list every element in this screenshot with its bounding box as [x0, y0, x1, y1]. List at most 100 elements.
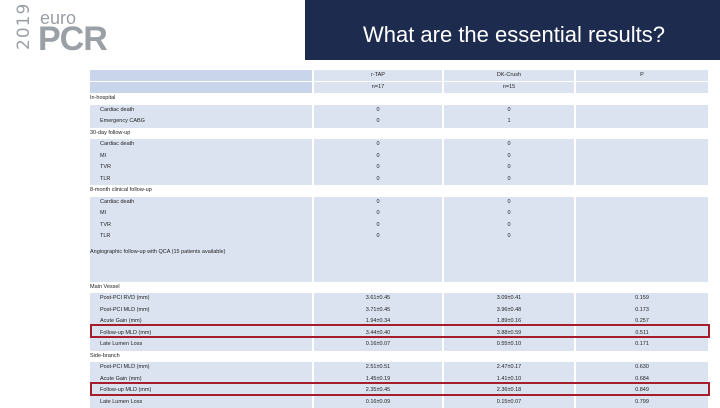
value-dkcrush [444, 93, 574, 105]
row-label-text: TVR [100, 164, 111, 170]
table-row: Emergency CABG 0 1 [90, 116, 708, 128]
table-row: Late Lumen Loss 0.16±0.09 0.15±0.07 0.799 [90, 396, 708, 408]
row-label-text: Main Vessel [90, 283, 120, 290]
row-label-text: TLR [100, 175, 111, 182]
row-label-text: MI [100, 210, 107, 216]
value-p [576, 185, 708, 197]
value-p [576, 116, 708, 128]
row-label-text: In-hospital [90, 95, 116, 101]
value-p [576, 173, 708, 185]
value-rtap: 2.51±0.51 [314, 362, 442, 374]
row-label: Cardiac death [90, 139, 312, 151]
row-label: 30-day follow-up [90, 128, 312, 140]
row-label-text: Cardiac death [100, 141, 135, 147]
row-label-text: Side-branch [90, 352, 120, 359]
row-label: TLR [90, 231, 312, 243]
value-p [576, 208, 708, 220]
table-row: Late Lumen Loss 0.16±0.07 0.55±0.10 0.171 [90, 339, 708, 351]
value-rtap: 0 [314, 219, 442, 231]
value-rtap: 3.71±0.45 [314, 304, 442, 317]
row-label: 8-month clinical follow-up [90, 185, 312, 197]
row-label-text: Post-PCI MLD (mm) [100, 306, 150, 313]
row-label-text: Acute Gain (mm) [100, 318, 142, 325]
table-row: Cardiac death 0 0 [90, 104, 708, 116]
table-row: Angiographic follow-up with QCA (15 pati… [90, 242, 708, 263]
value-dkcrush: 2.47±0.17 [444, 362, 574, 374]
value-rtap: n=17 [314, 81, 442, 93]
title-bar: What are the essential results? [305, 0, 720, 60]
europcr-logo: 2019 euro PCR [14, 2, 124, 58]
logo-euro: euro [40, 8, 77, 28]
row-label-text: Acute Gain (mm) [100, 375, 142, 382]
table-row: Cardiac death 0 0 [90, 196, 708, 208]
value-rtap: r-TAP [314, 70, 442, 81]
row-label-text: Angiographic follow-up with QCA (15 pati… [90, 248, 226, 255]
value-p [576, 231, 708, 243]
row-label: Main Vessel [90, 282, 312, 294]
row-label: TVR [90, 162, 312, 174]
slide-title: What are the essential results? [362, 22, 665, 47]
value-rtap [314, 282, 442, 294]
value-dkcrush: 3.88±0.59 [444, 327, 574, 340]
row-label-text: Post-PCI RVD (mm) [100, 295, 150, 302]
table-row: In-hospital [90, 93, 708, 105]
value-dkcrush [444, 351, 574, 363]
table-row [90, 262, 708, 282]
table-row: Post-PCI MLD (mm) 2.51±0.51 2.47±0.17 0.630 [90, 362, 708, 374]
value-dkcrush: 0 [444, 208, 574, 220]
value-dkcrush: DK-Crush [444, 70, 574, 81]
value-dkcrush [444, 185, 574, 197]
value-p [576, 139, 708, 151]
table-row: MI 0 0 [90, 208, 708, 220]
table-row: TLR 0 0 [90, 173, 708, 185]
row-label: Late Lumen Loss [90, 339, 312, 351]
value-rtap: 3.61±0.45 [314, 293, 442, 305]
value-p [576, 219, 708, 231]
value-dkcrush: 2.36±0.18 [444, 385, 574, 397]
row-label: TVR [90, 219, 312, 231]
value-rtap: 1.45±0.19 [314, 373, 442, 386]
value-p [576, 196, 708, 208]
row-label-text: Post-PCI MLD (mm) [100, 364, 150, 371]
value-rtap: 0.16±0.09 [314, 396, 442, 408]
value-dkcrush: 0.15±0.07 [444, 396, 574, 408]
row-label [90, 81, 312, 93]
value-dkcrush [444, 282, 574, 294]
row-label [90, 262, 312, 282]
value-p [576, 262, 708, 282]
value-p [576, 128, 708, 140]
value-rtap: 3.44±0.40 [314, 327, 442, 340]
row-label: Follow-up MLD (mm) [90, 385, 312, 397]
value-rtap: 2.35±0.45 [314, 385, 442, 397]
value-dkcrush: 0 [444, 150, 574, 162]
value-p: 0.849 [576, 385, 708, 397]
table-count-row: n=17 n=15 [90, 81, 708, 93]
row-label-text: TLR [100, 233, 111, 239]
logo-year: 2019 [14, 2, 34, 50]
value-rtap: 0 [314, 231, 442, 243]
value-dkcrush [444, 128, 574, 140]
value-rtap [314, 128, 442, 140]
value-p: 0.257 [576, 316, 708, 328]
row-label: Angiographic follow-up with QCA (15 pati… [90, 242, 312, 263]
value-rtap [314, 351, 442, 363]
table-row: TVR 0 0 [90, 162, 708, 174]
value-p: 0.684 [576, 373, 708, 386]
row-label-text: 8-month clinical follow-up [90, 187, 152, 193]
row-label: Cardiac death [90, 104, 312, 116]
table-row: Post-PCI MLD (mm) 3.71±0.45 3.96±0.48 0.173 [90, 304, 708, 317]
value-rtap: 0 [314, 150, 442, 162]
value-p: 0.173 [576, 304, 708, 317]
row-label: MI [90, 208, 312, 220]
value-dkcrush: 1.89±0.16 [444, 316, 574, 328]
row-label [90, 70, 312, 81]
value-dkcrush: 0 [444, 231, 574, 243]
value-dkcrush: 3.09±0.41 [444, 293, 574, 305]
value-dkcrush: 0 [444, 139, 574, 151]
table-row: MI 0 0 [90, 150, 708, 162]
table-row: Side-branch [90, 351, 708, 363]
row-label: Acute Gain (mm) [90, 373, 312, 386]
value-rtap: 0 [314, 208, 442, 220]
table-row: 30-day follow-up [90, 128, 708, 140]
value-p [576, 282, 708, 294]
